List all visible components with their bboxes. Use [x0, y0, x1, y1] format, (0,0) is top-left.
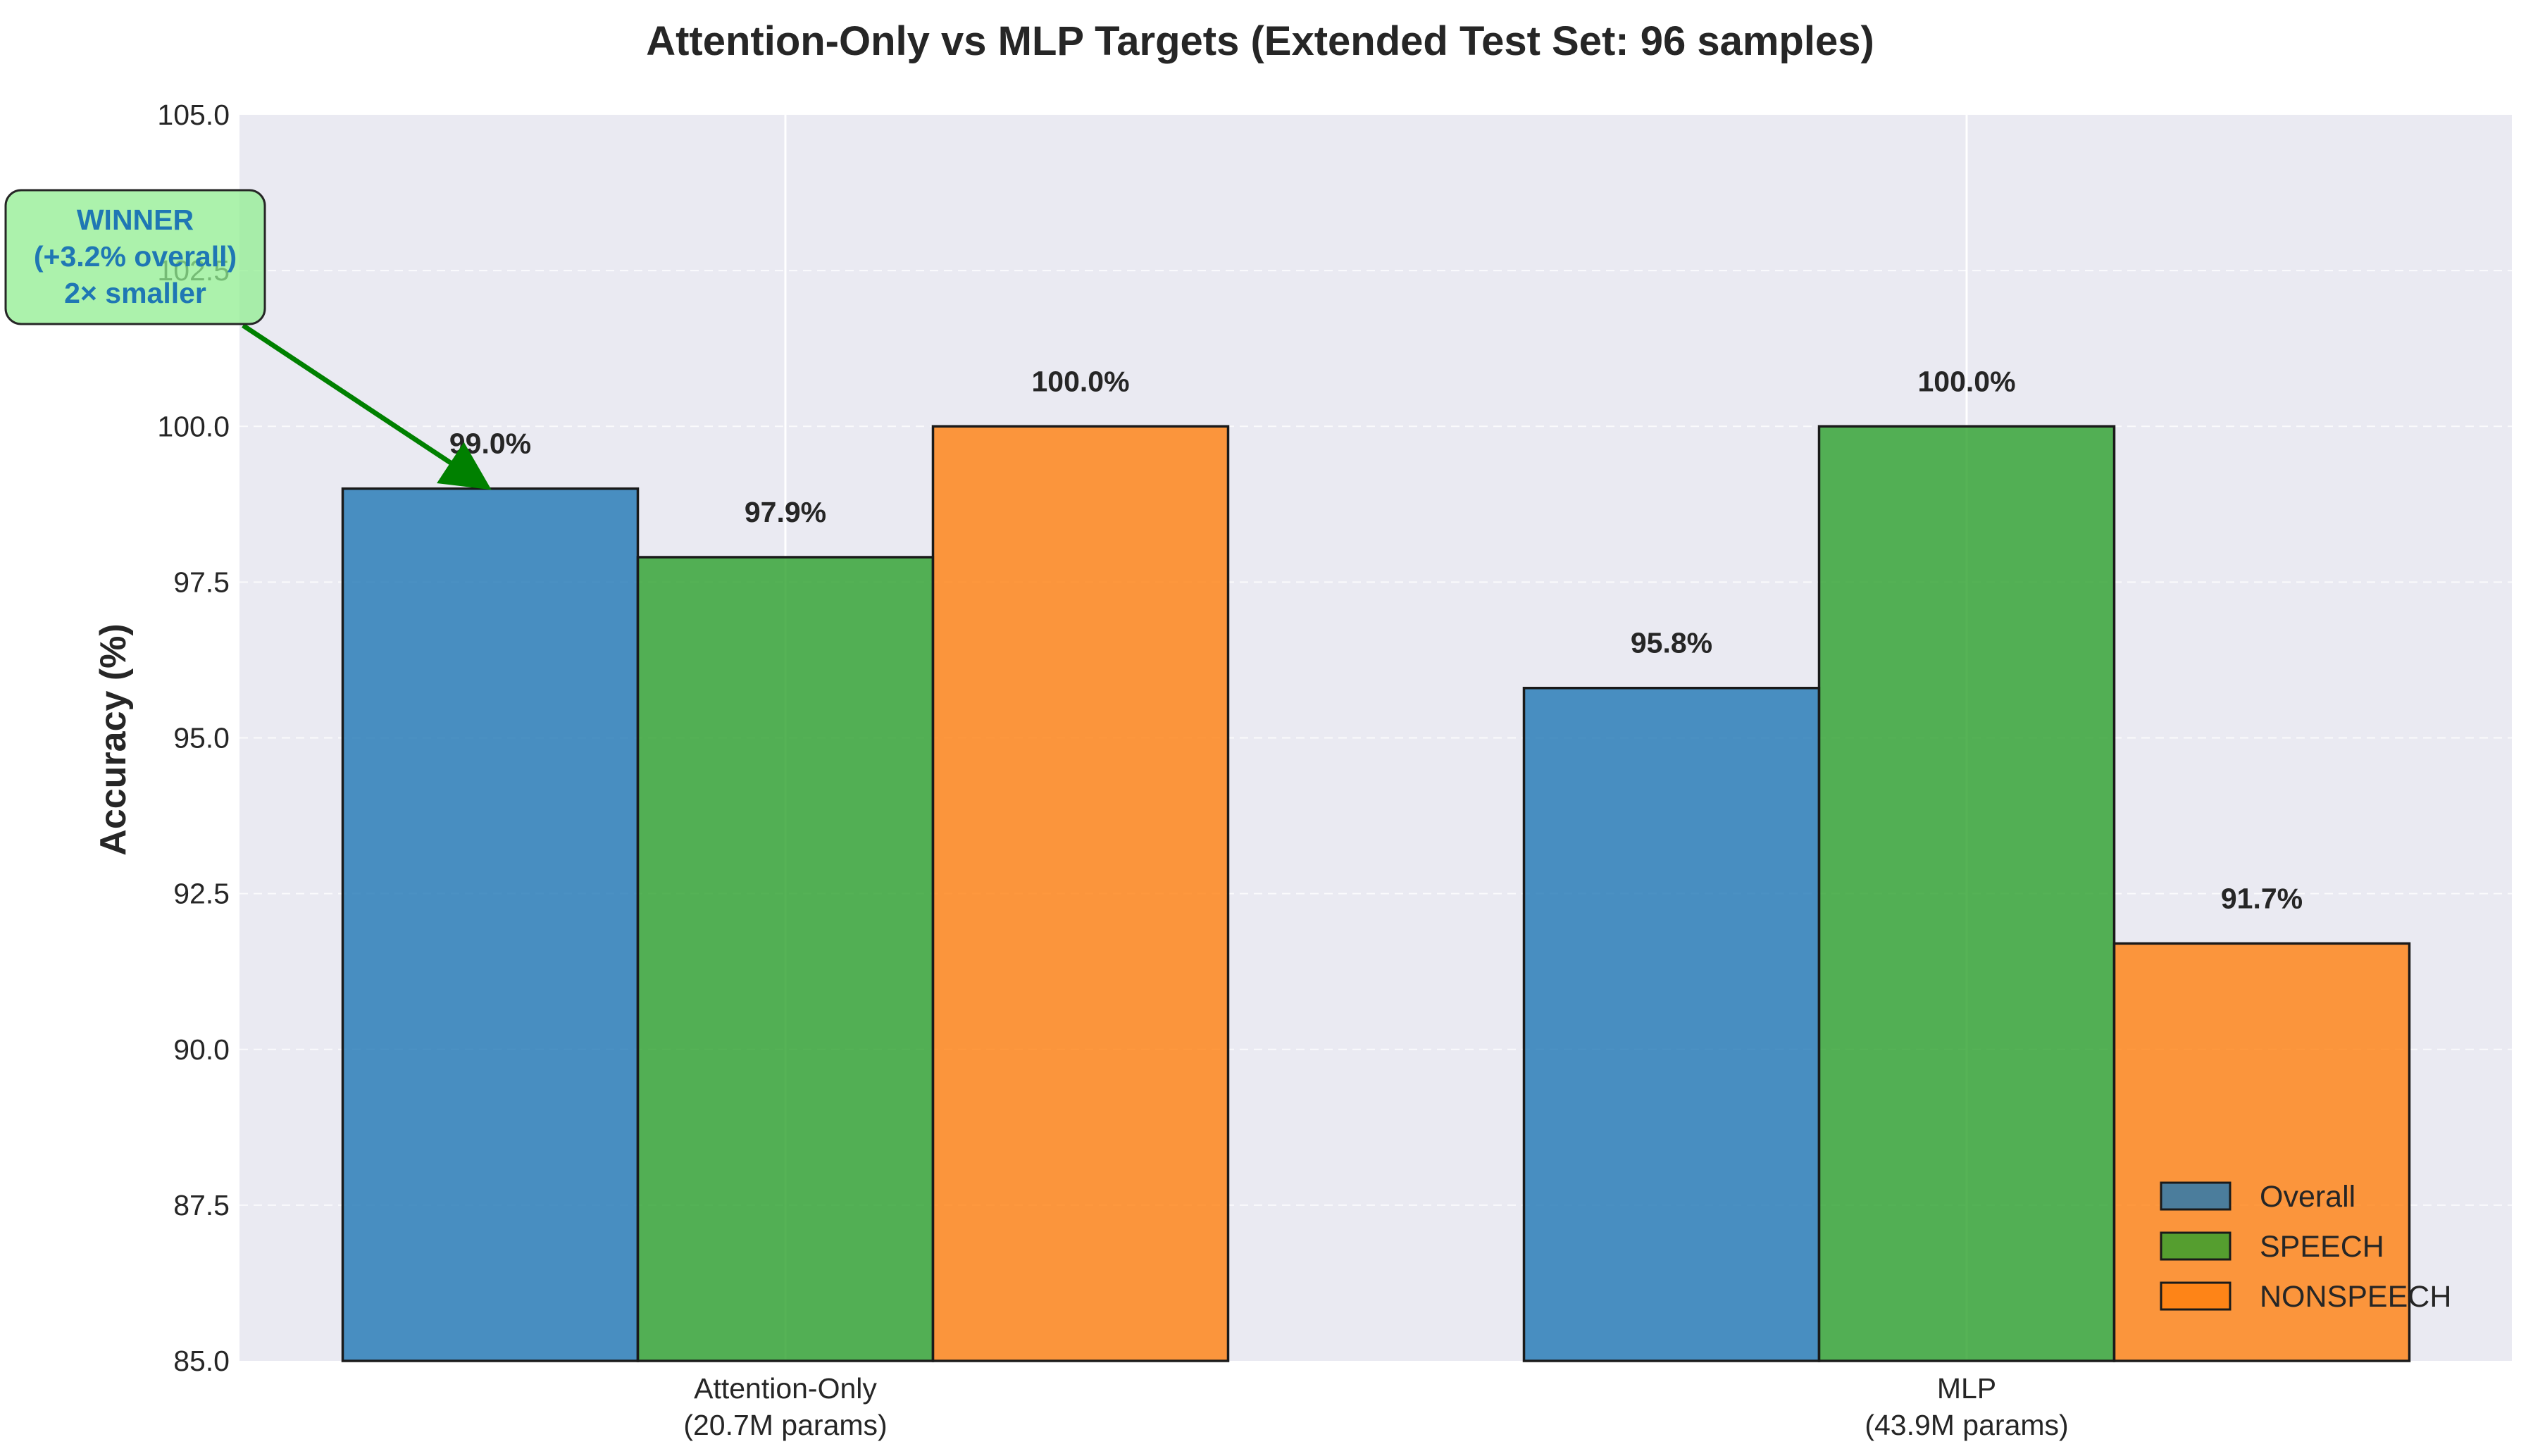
legend-swatch [2160, 1231, 2231, 1261]
bar-value-label: 100.0% [1031, 365, 1129, 397]
bar [1522, 686, 1821, 1362]
legend-swatch [2160, 1281, 2231, 1311]
x-tick-label: (43.9M params) [1865, 1409, 2068, 1441]
bar-value-label: 97.9% [745, 496, 826, 528]
bar-value-labels: 99.0% 97.9% 100.0% 95.8% 100.0% 91.7% [449, 365, 2303, 914]
bar-value-label: 91.7% [2221, 882, 2303, 914]
y-tick-label: 95.0 [173, 722, 230, 754]
annotation-text: (+3.2% overall) [34, 240, 237, 273]
y-tick-label: 100.0 [157, 410, 230, 442]
legend-label: SPEECH [2260, 1230, 2384, 1264]
bar-value-label: 95.8% [1631, 627, 1712, 659]
bar-value-label: 99.0% [449, 428, 531, 460]
annotation-text: WINNER [77, 204, 194, 236]
annotation: WINNER (+3.2% overall) 2× smaller [4, 189, 492, 490]
legend-label: NONSPEECH [2260, 1280, 2451, 1314]
chart-title: Attention-Only vs MLP Targets (Extended … [646, 18, 1874, 64]
x-tick-label: (20.7M params) [683, 1409, 887, 1441]
y-tick-label: 87.5 [173, 1189, 230, 1221]
y-axis-label: Accuracy (%) [93, 623, 134, 855]
bar [1817, 425, 2116, 1362]
annotation-text: 2× smaller [64, 277, 206, 309]
x-tick-label: Attention-Only [694, 1372, 877, 1405]
x-axis-ticks: Attention-Only (20.7M params) MLP (43.9M pa… [683, 1372, 2068, 1441]
legend: Overall SPEECH NONSPEECH [2160, 1180, 2451, 1314]
bar [636, 556, 935, 1362]
bars [341, 425, 2411, 1362]
x-tick-label: MLP [1937, 1372, 1996, 1405]
y-tick-label: 92.5 [173, 878, 230, 910]
legend-label: Overall [2260, 1180, 2355, 1214]
y-tick-label: 90.0 [173, 1033, 230, 1066]
annotation-arrow [242, 323, 492, 490]
bar-value-label: 100.0% [1917, 365, 2015, 397]
y-tick-label: 105.0 [157, 99, 230, 131]
bar [341, 487, 640, 1362]
y-tick-label: 85.0 [173, 1345, 230, 1377]
y-tick-label: 97.5 [173, 566, 230, 598]
legend-swatch [2160, 1181, 2231, 1211]
annotation-box [4, 189, 266, 325]
bar [931, 425, 1230, 1362]
